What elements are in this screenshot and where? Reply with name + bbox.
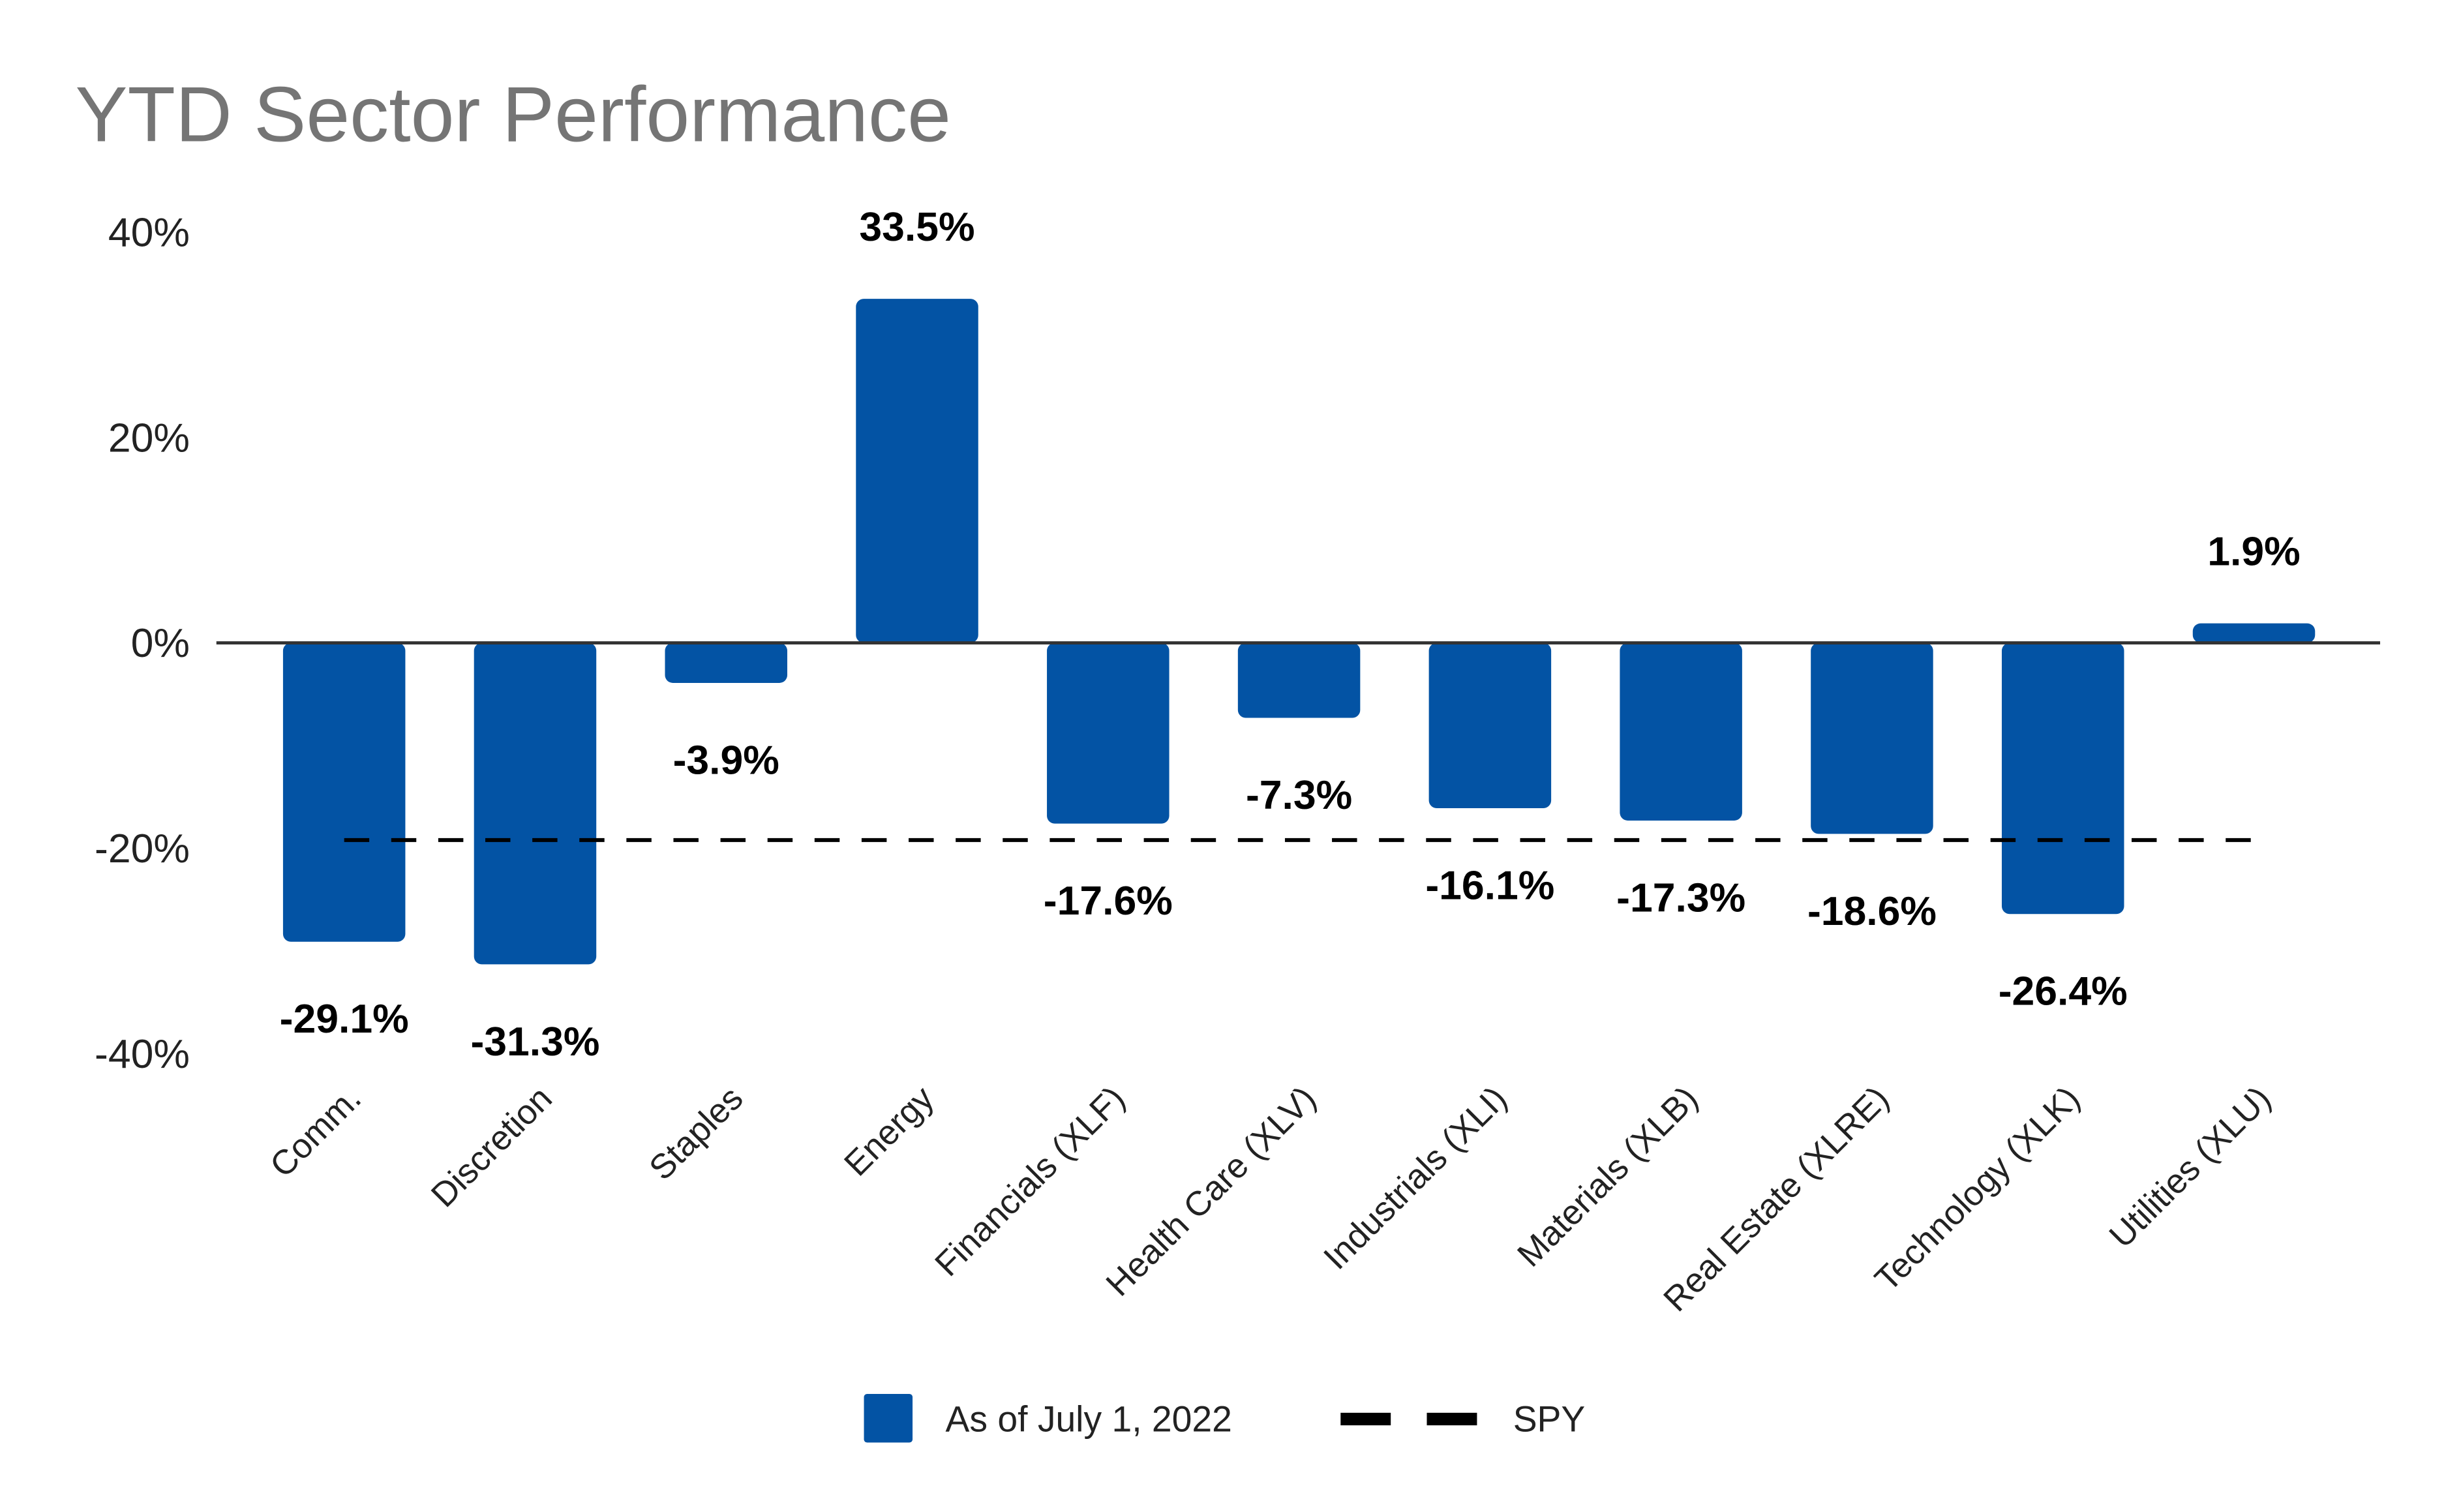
bar [856,299,978,643]
data-label: -29.1% [280,996,409,1042]
bar [474,643,597,965]
x-tick-label: Utilities (XLU) [2102,1079,2278,1255]
bars [282,299,2316,965]
bar [2001,643,2124,915]
y-axis: 40% 20% 0% -20% -40% [95,209,190,1077]
y-tick-label: -40% [95,1031,190,1077]
x-tick-label: Discretion [424,1079,560,1215]
chart-title: YTD Sector Performance [75,70,951,158]
data-label: -16.1% [1425,862,1554,908]
legend-swatch-bars [864,1393,913,1443]
x-tick-label: Health Care (XLV) [1099,1079,1323,1303]
legend-label-spy: SPY [1513,1399,1586,1440]
y-tick-label: -20% [95,826,190,871]
x-tick-label: Staples [642,1079,750,1187]
bar [2192,623,2316,643]
bar [1428,643,1552,809]
bar [1811,643,1933,834]
x-tick-label: Comm. [263,1079,369,1185]
x-tick-label: Materials (XLB) [1510,1079,1705,1274]
data-label: -3.9% [673,737,779,783]
bar [1620,643,1742,821]
y-tick-label: 20% [108,415,190,461]
bar [665,643,787,683]
data-label: -26.4% [1999,969,2128,1014]
y-tick-label: 0% [131,620,190,666]
data-labels: -29.1% -31.3% -3.9% 33.5% -17.6% -7.3% -16.1% -… [280,204,2301,1065]
legend-label-bars: As of July 1, 2022 [946,1399,1232,1440]
data-label: -17.6% [1044,878,1173,924]
data-label: -18.6% [1807,888,1937,934]
bar [282,643,406,942]
data-label: 33.5% [859,204,974,250]
data-label: 1.9% [2207,529,2300,575]
data-label: -17.3% [1616,875,1745,920]
data-label: -7.3% [1246,772,1352,818]
x-tick-label: Financials (XLF) [928,1079,1132,1284]
x-tick-label: Industrials (XLI) [1316,1079,1515,1277]
bar [1047,643,1170,824]
x-tick-label: Technology (XLK) [1867,1079,2087,1299]
data-label: -31.3% [470,1019,599,1065]
y-tick-label: 40% [108,209,190,255]
bar [1237,643,1361,718]
legend: As of July 1, 2022 SPY [864,1393,1586,1443]
x-tick-label: Energy [837,1079,942,1184]
